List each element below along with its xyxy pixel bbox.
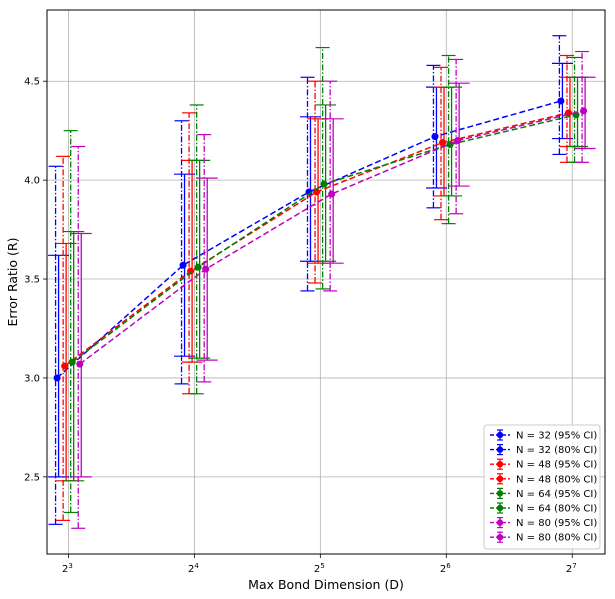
y-tick-label: 3.0 (24, 373, 40, 384)
legend-label: N = 64 (95% CI) (516, 489, 597, 500)
legend-entry: N = 48 (80% CI) (490, 473, 597, 485)
x-tick-label: 26 (440, 562, 451, 575)
data-point (431, 133, 439, 141)
data-point (76, 360, 84, 368)
plot-frame (46, 9, 606, 555)
y-axis-label: Error Ratio (R) (5, 238, 20, 327)
legend-entry: N = 48 (95% CI) (490, 458, 597, 471)
x-tick-label: 25 (314, 562, 325, 575)
legend-marker (496, 534, 504, 541)
x-tick-label: 24 (188, 562, 199, 575)
data-point (202, 265, 210, 273)
series-n80 (70, 50, 596, 529)
data-point (454, 137, 462, 145)
legend-label: N = 64 (80% CI) (516, 504, 597, 515)
legend-label: N = 48 (80% CI) (516, 474, 597, 485)
legend-entry: N = 32 (80% CI) (490, 444, 597, 456)
legend-marker (496, 519, 504, 526)
plot-data (48, 35, 596, 529)
legend-box (483, 424, 601, 550)
y-tick-label: 4.0 (24, 176, 40, 187)
legend-marker (496, 504, 504, 512)
legend-marker (496, 461, 504, 468)
legend-entry: N = 80 (80% CI) (490, 531, 597, 544)
x-tick-label: 27 (566, 562, 577, 575)
data-point (439, 139, 447, 147)
data-point (187, 267, 195, 275)
data-point (194, 263, 202, 271)
legend-label: N = 80 (95% CI) (516, 518, 597, 529)
legend-label: N = 32 (80% CI) (516, 445, 597, 456)
x-tick-label: 23 (62, 562, 73, 575)
data-point (580, 107, 588, 115)
legend-entry: N = 64 (95% CI) (490, 487, 597, 500)
data-point (320, 180, 328, 188)
legend-entry: N = 80 (95% CI) (490, 516, 597, 529)
data-point (328, 190, 336, 198)
data-point (61, 362, 69, 370)
y-tick-label: 2.5 (24, 472, 40, 483)
legend-marker (496, 446, 504, 453)
legend-label: N = 32 (95% CI) (516, 431, 597, 442)
legend-label: N = 48 (95% CI) (516, 460, 597, 471)
series-line (56, 100, 562, 379)
legend-label: N = 80 (80% CI) (516, 533, 597, 544)
data-point (557, 97, 565, 105)
axis-ticks: 23 24 25 26 27 2.5 3.0 3.5 4.0 4.5 (24, 77, 577, 575)
legend-marker (496, 431, 504, 439)
x-axis-label: Max Bond Dimension (D) (248, 577, 404, 592)
legend: N = 32 (95% CI) N = 32 (80% CI) N = 48 (95… (483, 424, 601, 550)
y-tick-label: 3.5 (24, 275, 40, 286)
legend-entry: N = 32 (95% CI) (490, 429, 597, 442)
legend-entry: N = 64 (80% CI) (490, 502, 597, 515)
data-point (68, 358, 76, 366)
legend-marker (496, 490, 504, 497)
data-point (53, 374, 61, 382)
y-tick-label: 4.5 (24, 77, 40, 88)
data-point (179, 261, 187, 269)
legend-marker (496, 475, 504, 482)
